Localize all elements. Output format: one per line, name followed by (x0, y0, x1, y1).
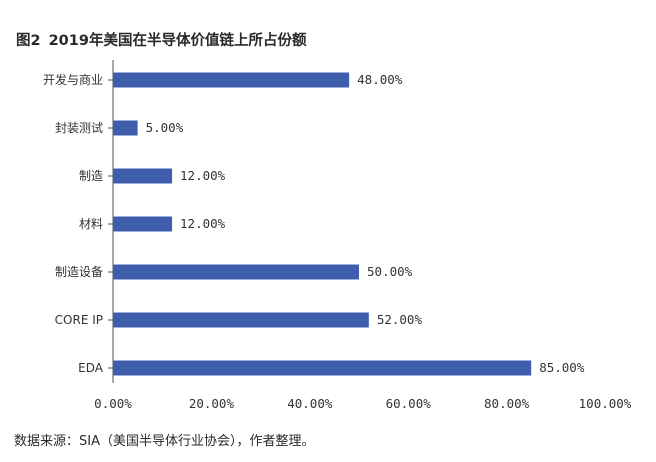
data-label: 50.00% (367, 264, 413, 279)
category-label: 制造设备 (55, 265, 103, 279)
x-tick-label: 60.00% (386, 396, 432, 411)
figure-number: 图2 (16, 33, 41, 49)
x-tick-label: 20.00% (189, 396, 235, 411)
category-label: 开发与商业 (43, 72, 103, 87)
bar (113, 120, 138, 136)
category-label: 材料 (79, 217, 103, 231)
bar (113, 216, 173, 232)
data-label: 12.00% (180, 216, 226, 231)
data-source-note: 数据来源：SIA（美国半导体行业协会），作者整理。 (14, 434, 315, 449)
data-label: 5.00% (146, 120, 184, 135)
bar (113, 72, 350, 88)
x-tick-label: 100.00% (579, 396, 632, 411)
bar (113, 168, 173, 184)
x-tick-label: 0.00% (94, 396, 132, 411)
data-label: 52.00% (377, 312, 423, 327)
figure-title-text: 2019年美国在半导体价值链上所占份额 (48, 33, 307, 49)
category-label: 制造 (79, 169, 103, 183)
figure-title: 图2 2019年美国在半导体价值链上所占份额 (16, 29, 306, 50)
data-label: 12.00% (180, 168, 226, 183)
x-tick-label: 80.00% (484, 396, 530, 411)
data-label: 85.00% (539, 360, 585, 375)
data-label: 48.00% (357, 72, 403, 87)
x-tick-label: 40.00% (287, 396, 333, 411)
category-label: EDA (78, 361, 104, 375)
bar (113, 264, 359, 280)
category-label: 封装测试 (55, 120, 103, 135)
bar (113, 312, 369, 328)
bar (113, 360, 532, 376)
category-label: CORE IP (55, 313, 103, 327)
